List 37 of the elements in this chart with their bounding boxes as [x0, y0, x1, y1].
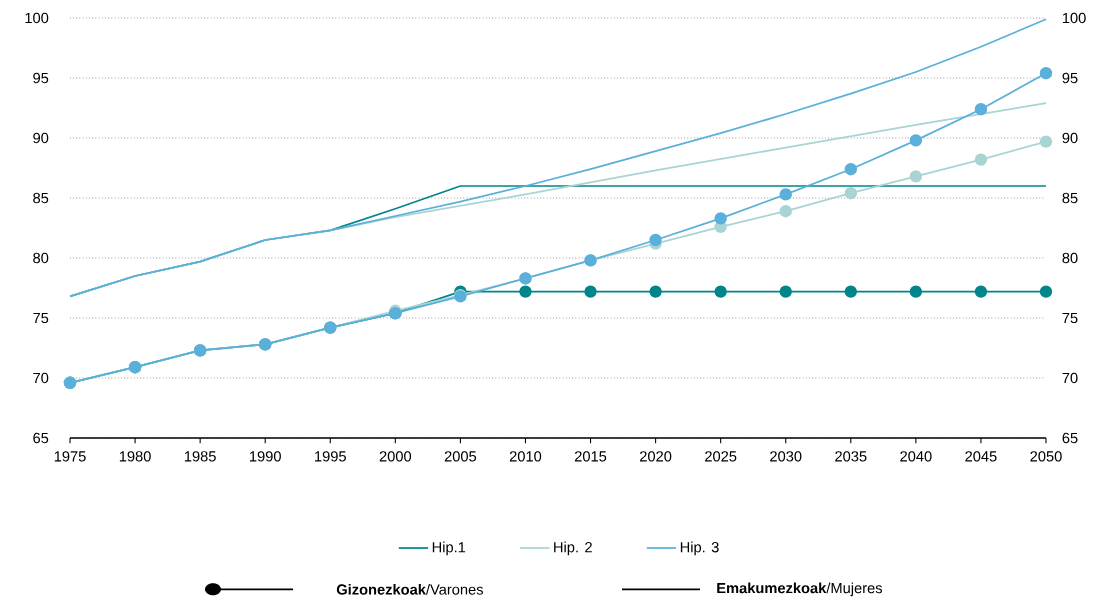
- y2-tick-label: 70: [1062, 372, 1078, 384]
- x-tick-label: 2005: [444, 451, 477, 462]
- y2-tick-label: 100: [1062, 12, 1086, 24]
- y-tick-label: 100: [25, 12, 49, 24]
- y2-tick-label: 65: [1062, 432, 1078, 444]
- x-tick-label: 2045: [965, 451, 997, 462]
- x-tick-label: 2035: [835, 451, 867, 462]
- y-tick-label: 90: [33, 132, 49, 144]
- x-tick-label: 2025: [705, 451, 737, 462]
- x-tick-label: 2000: [379, 451, 412, 462]
- x-tick-label: 2015: [574, 451, 607, 462]
- y2-tick-label: 95: [1062, 72, 1078, 84]
- x-tick-label: 2050: [1030, 451, 1062, 462]
- y-tick-label: 70: [33, 372, 49, 384]
- legend-label: Hip. 3: [680, 541, 719, 556]
- x-tick-label: 2020: [640, 451, 672, 462]
- y-tick-label: 65: [33, 432, 49, 444]
- x-tick-label: 1980: [119, 451, 151, 462]
- y-tick-label: 80: [33, 252, 49, 264]
- x-tick-label: 1985: [184, 451, 216, 462]
- y2-tick-label: 90: [1062, 132, 1078, 144]
- text: Emakumezkoak/Mujeres: [717, 582, 883, 597]
- x-tick-label: 2030: [770, 451, 802, 462]
- y-tick-label: 95: [33, 72, 49, 84]
- y2-tick-label: 85: [1062, 192, 1078, 204]
- x-tick-label: 2010: [509, 451, 542, 462]
- x-tick-label: 1990: [250, 451, 281, 462]
- y-tick-label: 75: [33, 312, 49, 324]
- legend-label: Hip. 2: [554, 541, 592, 556]
- x-tick-label: 2040: [900, 451, 932, 462]
- y2-tick-label: 80: [1062, 252, 1078, 264]
- y-tick-label: 85: [33, 192, 49, 204]
- text: Gizonezkoak/Varones: [336, 583, 484, 595]
- x-tick-label: 1995: [315, 451, 346, 462]
- legend-label: Hip.1: [432, 541, 466, 556]
- y2-tick-label: 75: [1062, 312, 1078, 324]
- x-tick-label: 1975: [54, 451, 86, 462]
